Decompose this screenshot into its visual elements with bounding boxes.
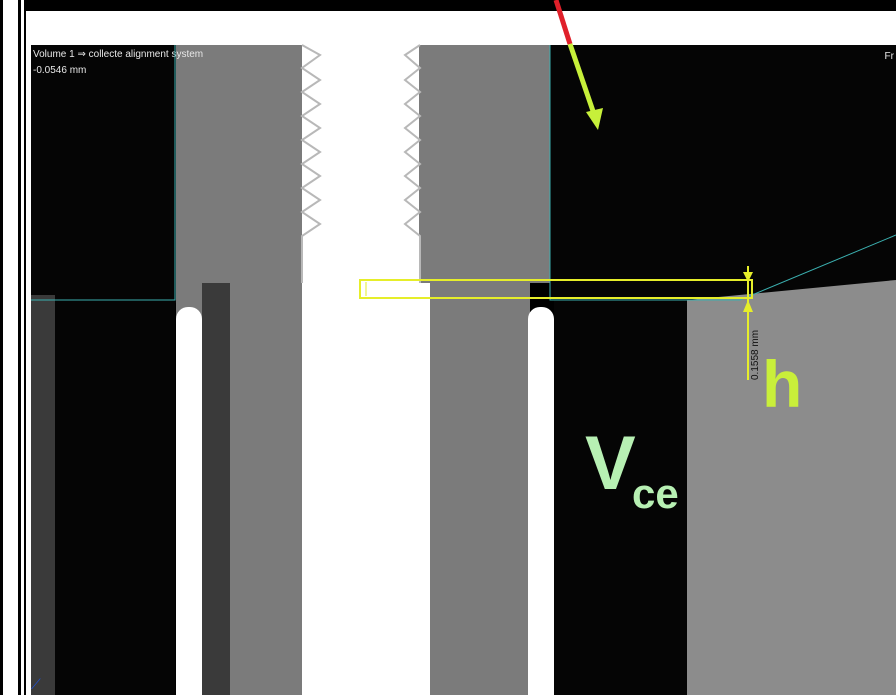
- chamber-dark-region: [554, 300, 687, 695]
- central-gap: [302, 45, 430, 695]
- left-column-shadow: [202, 283, 230, 695]
- left-border-inner-2: [24, 0, 26, 695]
- label-v: V: [585, 421, 636, 506]
- dark-region-upper-right: [550, 45, 896, 300]
- left-cavity: [176, 307, 202, 695]
- right-edge-text: Fr: [884, 51, 894, 62]
- volume-title: Volume 1 ⇒ collecte alignment system: [33, 49, 204, 60]
- offset-value: -0.0546 mm: [33, 65, 87, 76]
- measurement-value: 0.1558 mm: [750, 329, 761, 380]
- label-ce: ce: [632, 470, 679, 517]
- lower-left-edge: [31, 295, 55, 695]
- right-gray-body: [687, 280, 896, 695]
- dark-region-upper-left: [31, 45, 176, 303]
- top-black-bar: [24, 0, 896, 11]
- material-upper-right: [419, 45, 550, 283]
- left-border-inner: [18, 0, 21, 695]
- label-h: h: [762, 347, 803, 421]
- lower-left-dark: [55, 303, 175, 695]
- left-border-outer: [0, 0, 3, 695]
- axis-corner-icon: ⟋: [31, 676, 41, 692]
- lower-material-right: [430, 283, 530, 695]
- right-cavity: [528, 307, 554, 695]
- material-upper-left: [176, 45, 302, 283]
